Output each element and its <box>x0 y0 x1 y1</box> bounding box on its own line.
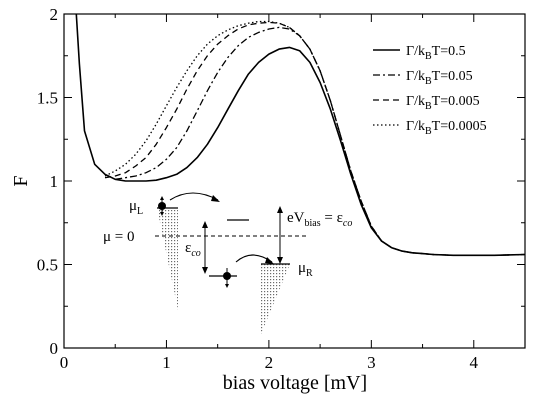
epsilon-arrow-top <box>202 221 208 228</box>
legend-label-2: Γ/kBT=0.005 <box>406 94 480 112</box>
x-tick-label-4: 4 <box>470 353 479 372</box>
series-layer <box>75 13 526 257</box>
electron-left-arrow-up <box>160 196 164 200</box>
x-tick-label-0: 0 <box>60 353 69 372</box>
x-tick-label-3: 3 <box>367 353 376 372</box>
series-line-2 <box>104 21 526 256</box>
x-axis-label: bias voltage [mV] <box>223 372 367 394</box>
bias-arrow-bottom <box>277 257 283 264</box>
legend-label-0: Γ/kBT=0.5 <box>406 44 466 62</box>
right-lead-fill <box>261 264 290 334</box>
bias-label: eVbias = εco <box>287 210 352 229</box>
epsilon-label: εco <box>185 240 201 259</box>
legend-label-1: Γ/kBT=0.05 <box>406 69 473 87</box>
electron-right-arrow-down <box>225 284 229 288</box>
left-lead-fill <box>157 208 178 310</box>
mu-right-label: μR <box>298 260 313 279</box>
electron-left-arrow-down <box>160 212 164 216</box>
tunnel-arrow-in <box>169 192 219 201</box>
y-tick-label-2: 1 <box>50 172 59 191</box>
inset-diagram: μL μR μ = 0 εco eVbias = εco <box>103 192 352 334</box>
bias-arrow-top <box>277 206 283 213</box>
tunnel-arrow-out-head <box>265 257 274 264</box>
legend-label-3: Γ/kBT=0.0005 <box>406 119 487 137</box>
mu-zero-label: μ = 0 <box>103 229 135 245</box>
y-tick-label-1: 0.5 <box>37 256 58 275</box>
y-tick-label-4: 2 <box>50 5 59 24</box>
tick-layer: 0 1 2 3 4 0 0.5 1 1.5 2 <box>37 5 525 372</box>
x-tick-label-1: 1 <box>162 353 171 372</box>
tunnel-arrow-in-head <box>211 195 220 202</box>
mu-left-label: μL <box>129 198 143 217</box>
x-tick-label-2: 2 <box>265 353 274 372</box>
epsilon-arrow-bottom <box>202 267 208 274</box>
legend: Γ/kBT=0.5 Γ/kBT=0.05 Γ/kBT=0.005 Γ/kBT=0… <box>373 44 487 137</box>
y-axis-label: F <box>10 175 32 186</box>
y-tick-label-0: 0 <box>50 339 59 358</box>
y-tick-label-3: 1.5 <box>37 89 58 108</box>
